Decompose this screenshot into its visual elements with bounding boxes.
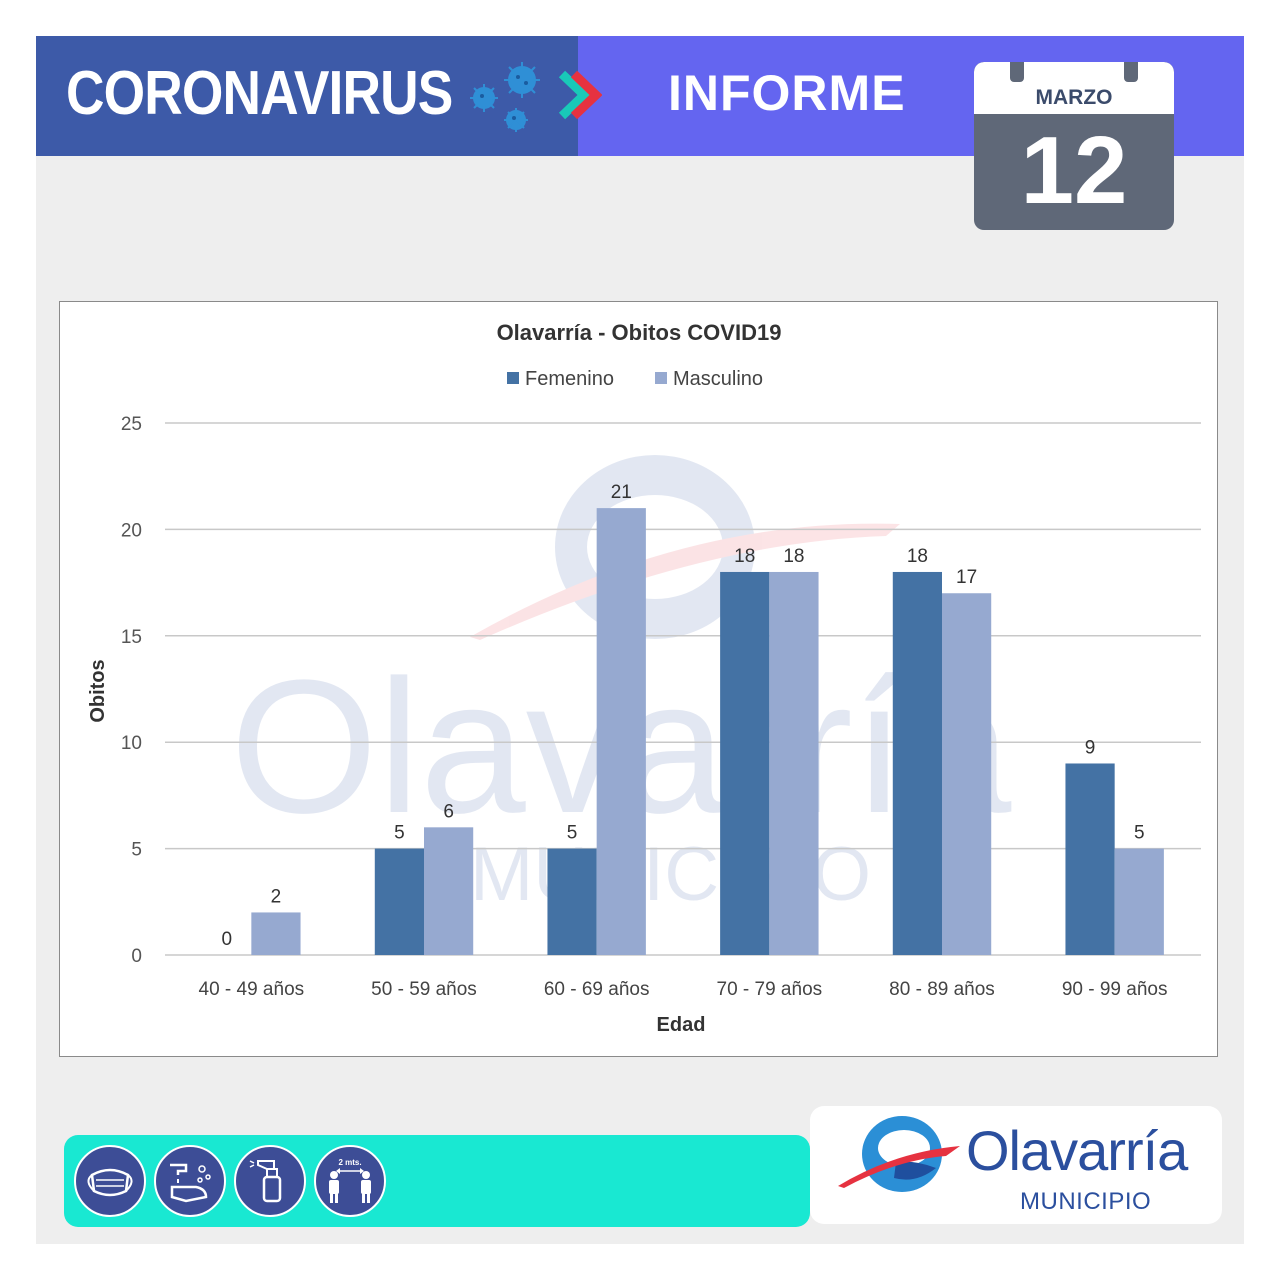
calendar-month: MARZO: [1035, 86, 1113, 109]
chart-data-labels: 0 2 5 6 5 21 18 18 18 17 9 5: [221, 482, 1144, 950]
chevron-right-icon: [558, 70, 602, 120]
bar-femenino: [892, 571, 942, 955]
x-tick-label: 80 - 89 años: [889, 979, 995, 1000]
bar-femenino: [1065, 763, 1115, 955]
data-label: 18: [734, 546, 755, 567]
social-distance-icon: 2 mts.: [314, 1145, 386, 1217]
legend-swatch: [655, 372, 667, 384]
y-tick-label: 15: [121, 627, 142, 648]
y-tick-label: 25: [121, 414, 142, 435]
x-tick-label: 50 - 59 años: [371, 979, 477, 1000]
chart-bars: [251, 508, 1164, 955]
chart-title: Olavarría - Obitos COVID19: [497, 320, 782, 345]
data-label: 21: [611, 482, 632, 503]
legend-swatch: [507, 372, 519, 384]
logo-subtitle: MUNICIPIO: [1020, 1188, 1152, 1215]
y-tick-label: 0: [131, 946, 142, 967]
x-tick-label: 40 - 49 años: [199, 979, 305, 1000]
bar-chart: Olavarría MUNICIPIO Olavarría - Obitos C…: [87, 320, 1201, 1036]
y-axis-label: Obitos: [87, 659, 109, 722]
logo-wordmark: Olavarría: [966, 1119, 1188, 1182]
bar-masculino: [1114, 848, 1164, 955]
bar-masculino: [596, 508, 646, 955]
data-label: 17: [956, 567, 977, 588]
calendar-icon: MARZO 12: [974, 62, 1174, 230]
data-label: 9: [1085, 737, 1096, 758]
face-mask-icon: [74, 1145, 146, 1217]
data-label: 6: [443, 801, 454, 822]
y-tick-label: 5: [131, 840, 142, 861]
y-tick-label: 10: [121, 733, 142, 754]
calendar-header: [974, 62, 1174, 114]
bar-femenino: [720, 571, 770, 955]
virus-icon: [470, 62, 540, 132]
header-subtitle: INFORME: [668, 65, 906, 121]
x-tick-label: 60 - 69 años: [544, 979, 650, 1000]
sanitizer-spray-icon: [234, 1145, 306, 1217]
x-tick-label: 70 - 79 años: [717, 979, 823, 1000]
bar-masculino: [942, 593, 992, 955]
data-label: 5: [567, 823, 578, 844]
chart-container: Olavarría MUNICIPIO Olavarría - Obitos C…: [59, 301, 1218, 1057]
hand-washing-icon: [154, 1145, 226, 1217]
chart-x-ticks: 40 - 49 años 50 - 59 años 60 - 69 años 70 -…: [199, 979, 1168, 1000]
calendar-ring: [1010, 62, 1024, 82]
x-tick-label: 90 - 99 años: [1062, 979, 1168, 1000]
bar-femenino: [547, 848, 597, 955]
bar-masculino: [251, 912, 301, 955]
data-label: 5: [1134, 823, 1145, 844]
calendar-ring: [1124, 62, 1138, 82]
data-label: 18: [783, 546, 804, 567]
header-title: CORONAVIRUS: [66, 59, 453, 128]
calendar-day: 12: [1020, 117, 1128, 224]
data-label: 5: [394, 823, 405, 844]
x-axis-label: Edad: [657, 1014, 706, 1036]
logo-mark-icon: [838, 1116, 960, 1192]
data-label: 18: [907, 546, 928, 567]
data-label: 0: [221, 929, 232, 950]
data-label: 2: [271, 886, 282, 907]
bar-masculino: [424, 827, 474, 955]
chart-legend: Femenino Masculino: [507, 368, 763, 390]
y-tick-label: 20: [121, 520, 142, 541]
legend-label: Femenino: [525, 368, 614, 390]
distance-label: 2 mts.: [338, 1158, 361, 1167]
legend-label: Masculino: [673, 368, 763, 390]
bar-masculino: [769, 571, 819, 955]
bar-femenino: [374, 848, 424, 955]
